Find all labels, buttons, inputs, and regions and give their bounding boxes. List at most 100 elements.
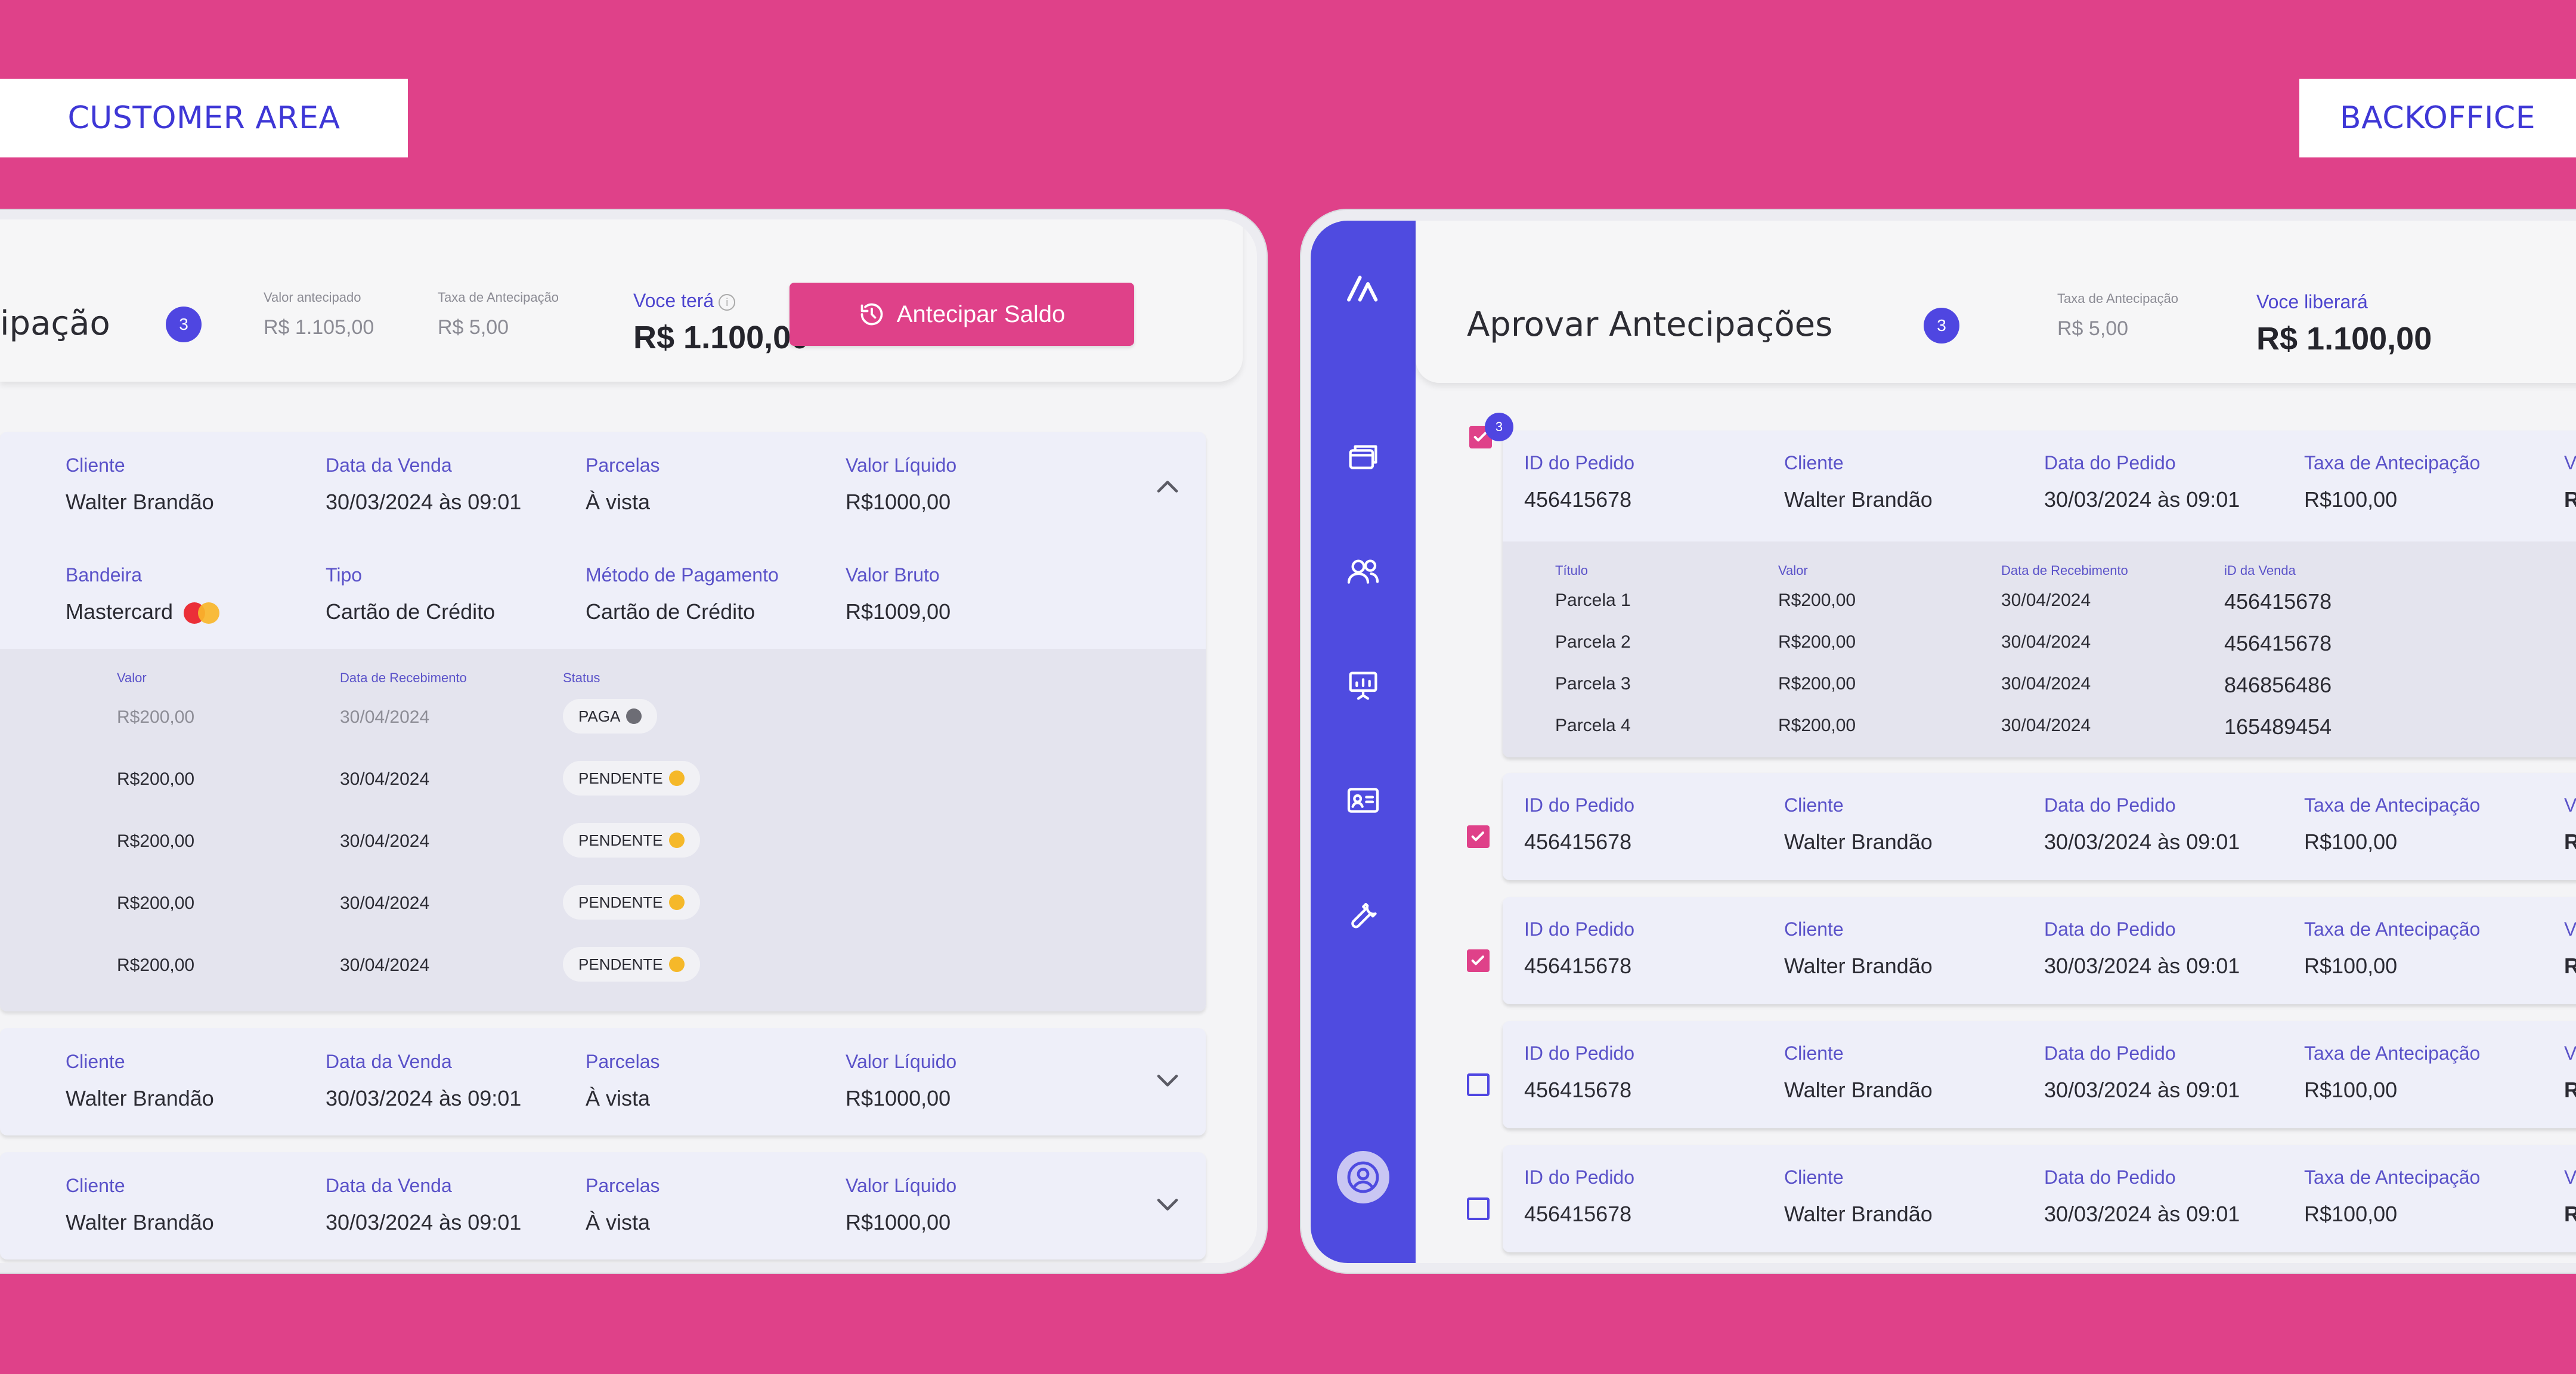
- field-label: Cliente: [66, 454, 125, 476]
- table-cell: Parcela 4: [1555, 716, 1631, 735]
- chevron-up-icon[interactable]: [1150, 469, 1185, 505]
- cut-off-field: V R: [2564, 918, 2576, 979]
- field-value: Cartão de Crédito: [326, 599, 496, 624]
- wrench-icon[interactable]: [1342, 893, 1385, 936]
- stat-label: Voce liberará: [2256, 291, 2368, 312]
- table-cell: 30/04/2024: [340, 893, 430, 913]
- sale-card-expanded[interactable]: Cliente Walter Brandão Data da Venda 30/…: [0, 432, 1206, 1011]
- field-value: Walter Brandão: [1784, 954, 1933, 978]
- select-checkbox[interactable]: [1467, 949, 1490, 972]
- field-value: 30/03/2024 às 09:01: [2044, 487, 2240, 512]
- table-cell: R$200,00: [117, 893, 195, 913]
- sale-card[interactable]: Cliente Walter Brandão Data da Venda 30/…: [0, 1152, 1206, 1260]
- order-card[interactable]: ID do Pedido 456415678 Cliente Walter Br…: [1503, 773, 2576, 880]
- taxa-stat: Taxa de Antecipação R$ 5,00: [438, 290, 559, 339]
- field-label: Valor Líquido: [846, 1175, 957, 1196]
- field-value: 30/03/2024 às 09:01: [2044, 1078, 2240, 1102]
- field-value: 456415678: [1524, 1202, 1632, 1226]
- page-title: ipação: [0, 304, 110, 343]
- cliente-field: Cliente Walter Brandão: [66, 1175, 214, 1235]
- cut-off-field: V R: [2564, 1166, 2576, 1227]
- chevron-down-icon[interactable]: [1150, 1187, 1185, 1223]
- table-cell: 30/04/2024: [340, 707, 430, 727]
- profile-icon[interactable]: [1337, 1151, 1389, 1203]
- cliente-field: Cliente Walter Brandão: [66, 1051, 214, 1111]
- order-card[interactable]: ID do Pedido 456415678 Cliente Walter Br…: [1503, 1145, 2576, 1252]
- table-cell: Parcela 1: [1555, 590, 1631, 610]
- customer-area-label: CUSTOMER AREA: [0, 79, 408, 157]
- stat-value: R$ 1.105,00: [264, 316, 374, 339]
- stat-label: Valor antecipado: [264, 290, 361, 305]
- field-value: R$100,00: [2304, 487, 2398, 512]
- parcelas-field: Parcelas À vista: [586, 1175, 660, 1235]
- field-label: V: [2564, 1042, 2576, 1064]
- cards-icon[interactable]: [1342, 435, 1385, 478]
- cliente-field: Cliente Walter Brandão: [1784, 1042, 1933, 1103]
- cut-off-field: V R: [2564, 452, 2576, 512]
- field-label: Cliente: [1784, 918, 1844, 940]
- field-value: Walter Brandão: [66, 1210, 214, 1234]
- id-pedido-field: ID do Pedido 456415678: [1524, 452, 1634, 512]
- presentation-icon[interactable]: [1342, 664, 1385, 707]
- table-cell: 456415678: [2224, 631, 2332, 655]
- chevron-down-icon[interactable]: [1150, 1063, 1185, 1098]
- table-cell: R$200,00: [117, 831, 195, 851]
- field-value: R$1000,00: [846, 1210, 951, 1234]
- stat-value: R$ 5,00: [438, 316, 509, 339]
- data-venda-field: Data da Venda 30/03/2024 às 09:01: [326, 454, 521, 515]
- taxa-field: Taxa de Antecipação R$100,00: [2304, 918, 2480, 979]
- cliente-field: Cliente Walter Brandão: [1784, 918, 1933, 979]
- order-card-expanded[interactable]: ID do Pedido 456415678 Cliente Walter Br…: [1503, 431, 2576, 757]
- field-label: ID do Pedido: [1524, 918, 1635, 940]
- cut-off-field: V R: [2564, 794, 2576, 855]
- order-card[interactable]: ID do Pedido 456415678 Cliente Walter Br…: [1503, 897, 2576, 1004]
- field-value: Walter Brandão: [66, 1086, 214, 1110]
- info-icon[interactable]: i: [719, 293, 736, 311]
- customer-device-frame: ipação 3 Valor antecipado R$ 1.105,00 Ta…: [0, 209, 1268, 1274]
- users-icon[interactable]: [1342, 550, 1385, 593]
- field-label: Data do Pedido: [2044, 918, 2176, 940]
- selected-count-badge: 3: [1485, 413, 1513, 441]
- taxa-field: Taxa de Antecipação R$100,00: [2304, 1166, 2480, 1227]
- cliente-field: Cliente Walter Brandão: [66, 454, 214, 515]
- table-cell: R$200,00: [117, 955, 195, 975]
- field-label: Parcelas: [586, 454, 660, 476]
- field-value: 456415678: [1524, 1078, 1632, 1102]
- data-pedido-field: Data do Pedido 30/03/2024 às 09:01: [2044, 1166, 2240, 1227]
- taxa-field: Taxa de Antecipação R$100,00: [2304, 1042, 2480, 1103]
- stat-label: Taxa de Antecipação: [438, 290, 559, 305]
- field-value: 456415678: [1524, 830, 1632, 854]
- field-value: 30/03/2024 às 09:01: [2044, 954, 2240, 978]
- id-card-icon[interactable]: [1342, 779, 1385, 822]
- field-value: R: [2564, 487, 2576, 512]
- field-label: ID do Pedido: [1524, 452, 1635, 474]
- sidebar: [1311, 221, 1416, 1263]
- field-label: Valor Líquido: [846, 1051, 957, 1072]
- select-checkbox[interactable]: [1467, 825, 1490, 848]
- field-label: Data do Pedido: [2044, 1166, 2176, 1188]
- field-value: Walter Brandão: [1784, 830, 1933, 854]
- cliente-field: Cliente Walter Brandão: [1784, 1166, 1933, 1227]
- field-value: R$1009,00: [846, 599, 951, 624]
- table-cell: R$200,00: [1778, 716, 1856, 735]
- data-venda-field: Data da Venda 30/03/2024 às 09:01: [326, 1051, 521, 1111]
- field-value: R: [2564, 954, 2576, 978]
- logo-icon[interactable]: [1342, 267, 1385, 310]
- stat-value: R$ 1.100,00: [633, 320, 809, 355]
- stat-label: Voce terá: [633, 290, 714, 311]
- select-checkbox[interactable]: [1467, 1197, 1490, 1220]
- sale-card[interactable]: Cliente Walter Brandão Data da Venda 30/…: [0, 1028, 1206, 1135]
- field-label: Parcelas: [586, 1051, 660, 1072]
- status-badge: PENDENTE: [563, 761, 700, 796]
- field-label: V: [2564, 452, 2576, 474]
- status-dot: [668, 957, 685, 972]
- order-card[interactable]: ID do Pedido 456415678 Cliente Walter Br…: [1503, 1021, 2576, 1128]
- field-value: Mastercard: [66, 599, 174, 624]
- antecipar-saldo-button[interactable]: Antecipar Saldo: [789, 283, 1134, 346]
- column-header: Data de Recebimento: [340, 670, 467, 685]
- field-value: R$1000,00: [846, 490, 951, 514]
- parcelas-field: Parcelas À vista: [586, 1051, 660, 1111]
- select-checkbox[interactable]: [1467, 1073, 1490, 1096]
- column-header: Status: [563, 670, 600, 685]
- table-cell: 30/04/2024: [340, 955, 430, 975]
